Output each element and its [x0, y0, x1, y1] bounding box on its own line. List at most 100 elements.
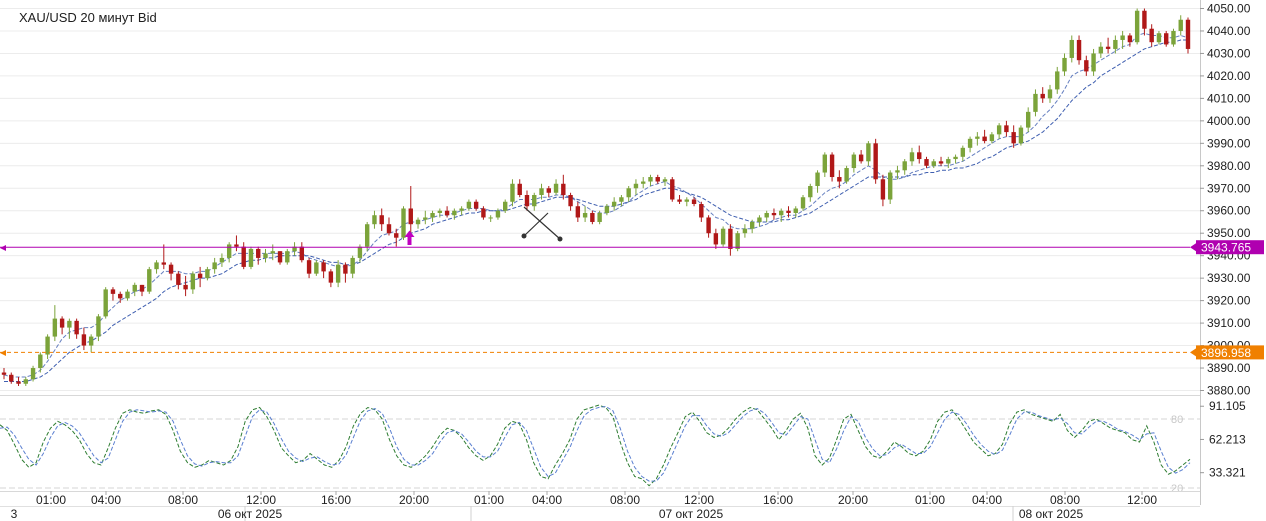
candle [553, 179, 559, 196]
candle [590, 210, 595, 225]
candle [1004, 120, 1009, 137]
candle-body [1040, 93, 1045, 99]
candle-body [1149, 28, 1154, 43]
candle-body [757, 217, 762, 222]
candle [219, 253, 225, 267]
candle [597, 210, 602, 225]
candle-body [960, 147, 966, 157]
candle-body [837, 177, 842, 182]
candle-body [532, 195, 537, 207]
cross-drawing-handle[interactable] [521, 233, 527, 239]
time-tick-label: 08:00 [168, 493, 198, 507]
candle [604, 203, 610, 216]
candle [619, 195, 624, 207]
candle-body [742, 228, 748, 234]
moving-averages [3, 32, 1189, 382]
oscillator-signal-line [0, 405, 1191, 482]
candle-body [1142, 10, 1147, 29]
price-gridlines [0, 8, 1200, 391]
candle [684, 197, 689, 207]
candle-body [16, 381, 21, 384]
candle [394, 228, 399, 247]
candle [837, 170, 842, 189]
candle-body [517, 183, 522, 196]
candle [364, 221, 370, 252]
candle [328, 269, 334, 288]
price-line-label: 3943.765 [1201, 241, 1251, 255]
candle-body [1156, 33, 1162, 43]
candle-body [1047, 89, 1053, 99]
candle [946, 156, 951, 169]
candle [757, 215, 762, 227]
candle [16, 377, 21, 387]
candle-body [597, 212, 602, 222]
candle [713, 228, 719, 249]
candle [582, 206, 588, 222]
candle [1076, 35, 1082, 65]
candle [902, 159, 907, 175]
candle [190, 271, 196, 294]
candle-body [917, 152, 922, 160]
price-tick-label: 4000.00 [1207, 114, 1251, 128]
candle [256, 246, 261, 265]
candle [1069, 35, 1074, 63]
buy-arrow-icon [404, 230, 415, 245]
time-axis[interactable]: 01:00 04:00 08:00 12:00 16:00 20:00 01:00 04:00… [0, 491, 1200, 521]
candle [851, 152, 857, 173]
candle-body [1185, 19, 1191, 49]
candle-body [277, 251, 283, 263]
candle-body [873, 143, 878, 180]
candle [1113, 35, 1118, 54]
price-axis[interactable]: 3880.003890.003900.003910.003920.003930.… [1200, 2, 1251, 398]
candle [88, 334, 94, 353]
candle-body [604, 206, 610, 213]
price-tick-label: 4030.00 [1207, 46, 1251, 60]
cross-drawing-handle[interactable] [557, 236, 563, 242]
candle [1011, 125, 1016, 148]
reference-line-label: 80 [1171, 414, 1183, 426]
candle-body [466, 201, 472, 209]
candle [452, 208, 457, 220]
price-tick-label: 3950.00 [1207, 226, 1251, 240]
candle-body [343, 264, 348, 274]
candle [568, 192, 573, 211]
price-line-labels: 3943.765 3896.958 [1196, 240, 1264, 360]
candle [415, 217, 421, 229]
candle-body [1, 372, 7, 375]
oscillator-series [0, 404, 1191, 487]
candle-body [858, 154, 864, 162]
candle [96, 314, 101, 342]
price-tick-label: 4050.00 [1207, 2, 1251, 16]
candle-body [401, 208, 406, 238]
candle [779, 208, 784, 222]
oscillator-axis[interactable]: 33.321 62.213 91.105 [1200, 399, 1246, 480]
candle [539, 183, 544, 200]
candle-body [590, 212, 595, 222]
candle-body [270, 251, 275, 254]
candle-body [553, 183, 559, 193]
candle-body [1011, 132, 1016, 144]
candle-body [764, 212, 769, 218]
time-tick-label: 12:00 [246, 493, 276, 507]
price-line-arrow-icon [1190, 348, 1196, 357]
candle [423, 210, 428, 225]
candle-body [408, 208, 413, 225]
candle-body [452, 210, 457, 216]
candle-body [292, 246, 297, 252]
candle-body [306, 260, 312, 274]
candle-body [996, 125, 1002, 135]
candle [749, 219, 755, 234]
candle [277, 251, 283, 265]
candle [677, 195, 682, 204]
candle [161, 244, 167, 270]
candle [873, 138, 878, 184]
candle [699, 201, 704, 222]
candle [205, 266, 210, 281]
candle [226, 242, 232, 263]
price-tick-label: 4010.00 [1207, 91, 1251, 105]
left-edge-arrow-icon [0, 245, 6, 251]
candle [197, 266, 203, 288]
time-tick-label: 08:00 [1050, 493, 1080, 507]
